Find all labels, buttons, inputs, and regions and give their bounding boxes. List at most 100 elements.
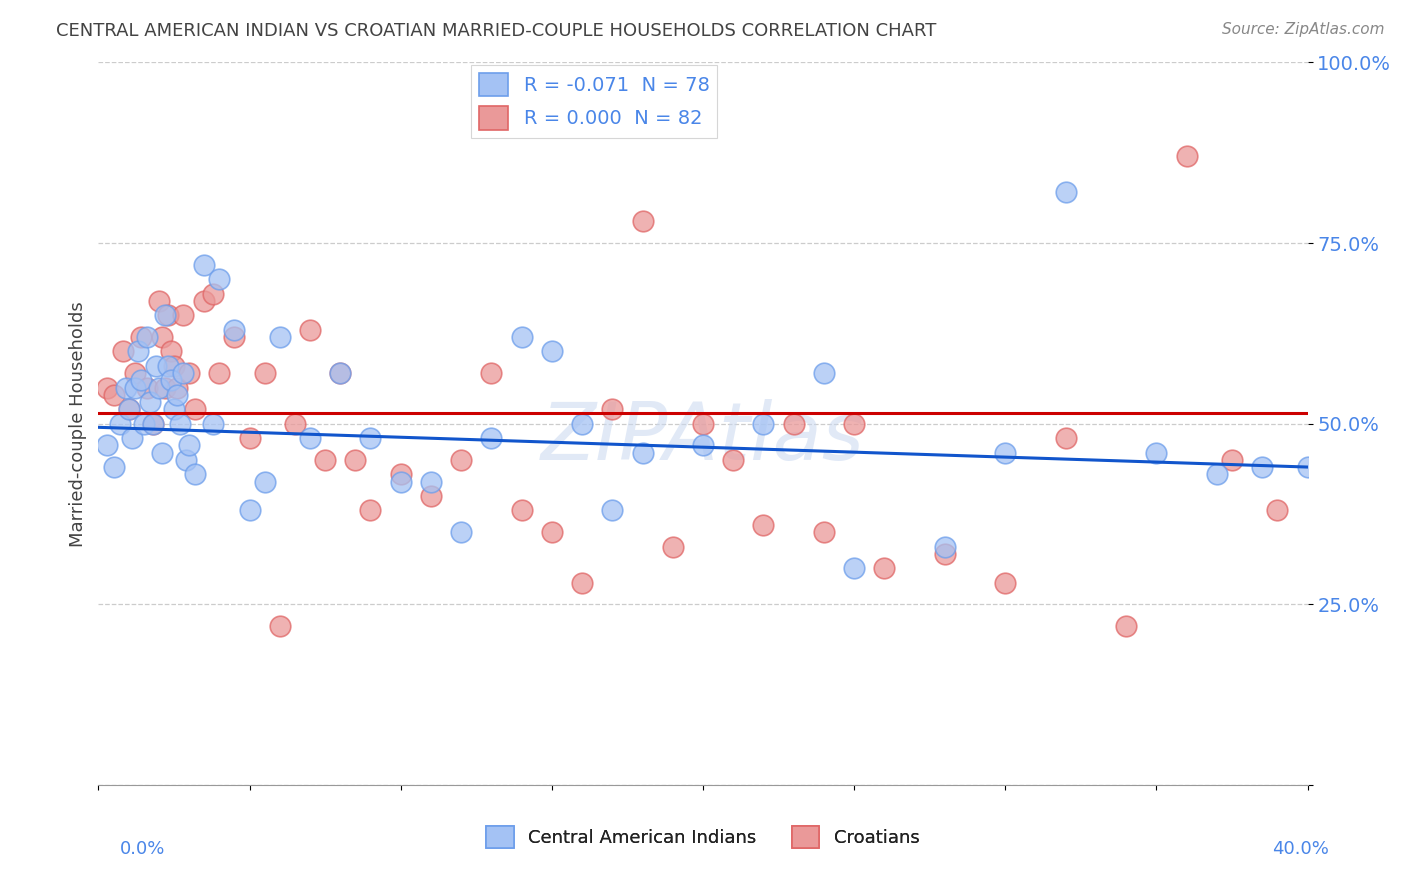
Point (1267, 503, 1289, 517)
Point (481, 366, 503, 380)
Point (239, 503, 262, 517)
Point (1296, 460, 1319, 475)
Point (692, 417, 714, 431)
Point (299, 323, 322, 337)
Point (150, 445, 173, 459)
Point (108, 417, 131, 431)
Point (752, 417, 775, 431)
Point (873, 561, 896, 575)
Point (329, 366, 352, 380)
Point (1175, 149, 1198, 163)
Point (121, 431, 143, 445)
Point (692, 438, 714, 452)
Point (111, 344, 134, 359)
Point (269, 330, 291, 344)
Point (163, 359, 186, 373)
Point (540, 344, 562, 359)
Point (150, 330, 173, 344)
Point (1206, 467, 1229, 482)
Point (420, 489, 443, 503)
Point (344, 452, 367, 467)
Text: 40.0%: 40.0% (1272, 840, 1329, 858)
Point (156, 308, 179, 322)
Text: Source: ZipAtlas.com: Source: ZipAtlas.com (1222, 22, 1385, 37)
Point (510, 330, 533, 344)
Point (783, 417, 806, 431)
Point (723, 452, 745, 467)
Point (239, 431, 262, 445)
Point (1054, 431, 1077, 445)
Legend: Central American Indians, Croatians: Central American Indians, Croatians (479, 819, 927, 855)
Point (571, 575, 593, 590)
Point (174, 452, 197, 467)
Point (129, 330, 152, 344)
Point (389, 475, 412, 489)
Point (114, 380, 136, 394)
Point (184, 402, 207, 417)
Point (844, 417, 866, 431)
Point (450, 452, 472, 467)
Point (602, 402, 624, 417)
Point (314, 452, 336, 467)
Point (1054, 186, 1077, 200)
Point (813, 524, 835, 539)
Point (208, 272, 231, 286)
Y-axis label: Married-couple Households: Married-couple Households (69, 301, 87, 547)
Point (224, 323, 246, 337)
Point (127, 344, 149, 359)
Point (253, 366, 276, 380)
Point (844, 561, 866, 575)
Point (163, 402, 186, 417)
Point (193, 293, 215, 308)
Point (184, 467, 207, 482)
Point (631, 214, 654, 228)
Point (148, 293, 170, 308)
Point (124, 366, 146, 380)
Text: CENTRAL AMERICAN INDIAN VS CROATIAN MARRIED-COUPLE HOUSEHOLDS CORRELATION CHART: CENTRAL AMERICAN INDIAN VS CROATIAN MARR… (56, 22, 936, 40)
Point (179, 438, 201, 452)
Point (994, 575, 1017, 590)
Point (284, 417, 307, 431)
Point (1115, 619, 1137, 633)
Point (166, 388, 188, 402)
Point (420, 475, 443, 489)
Point (1220, 452, 1243, 467)
Point (166, 380, 188, 394)
Point (202, 417, 225, 431)
Point (135, 380, 157, 394)
Point (142, 417, 165, 431)
Point (450, 524, 472, 539)
Point (153, 380, 176, 394)
Point (156, 359, 179, 373)
Point (934, 540, 956, 554)
Point (813, 366, 835, 380)
Point (329, 366, 352, 380)
Point (661, 540, 683, 554)
Text: 0.0%: 0.0% (120, 840, 165, 858)
Point (1146, 445, 1168, 459)
Point (148, 380, 170, 394)
Point (124, 380, 146, 394)
Point (481, 431, 503, 445)
Point (994, 445, 1017, 459)
Point (96, 438, 118, 452)
Point (208, 366, 231, 380)
Point (934, 547, 956, 561)
Point (129, 373, 152, 387)
Point (202, 286, 225, 301)
Point (510, 503, 533, 517)
Point (153, 308, 176, 322)
Point (142, 417, 165, 431)
Point (135, 330, 157, 344)
Point (389, 467, 412, 482)
Point (118, 402, 141, 417)
Point (360, 503, 382, 517)
Point (160, 344, 183, 359)
Point (571, 417, 593, 431)
Point (269, 619, 291, 633)
Point (752, 517, 775, 532)
Point (160, 373, 183, 387)
Point (172, 308, 194, 322)
Point (103, 388, 125, 402)
Point (631, 445, 654, 459)
